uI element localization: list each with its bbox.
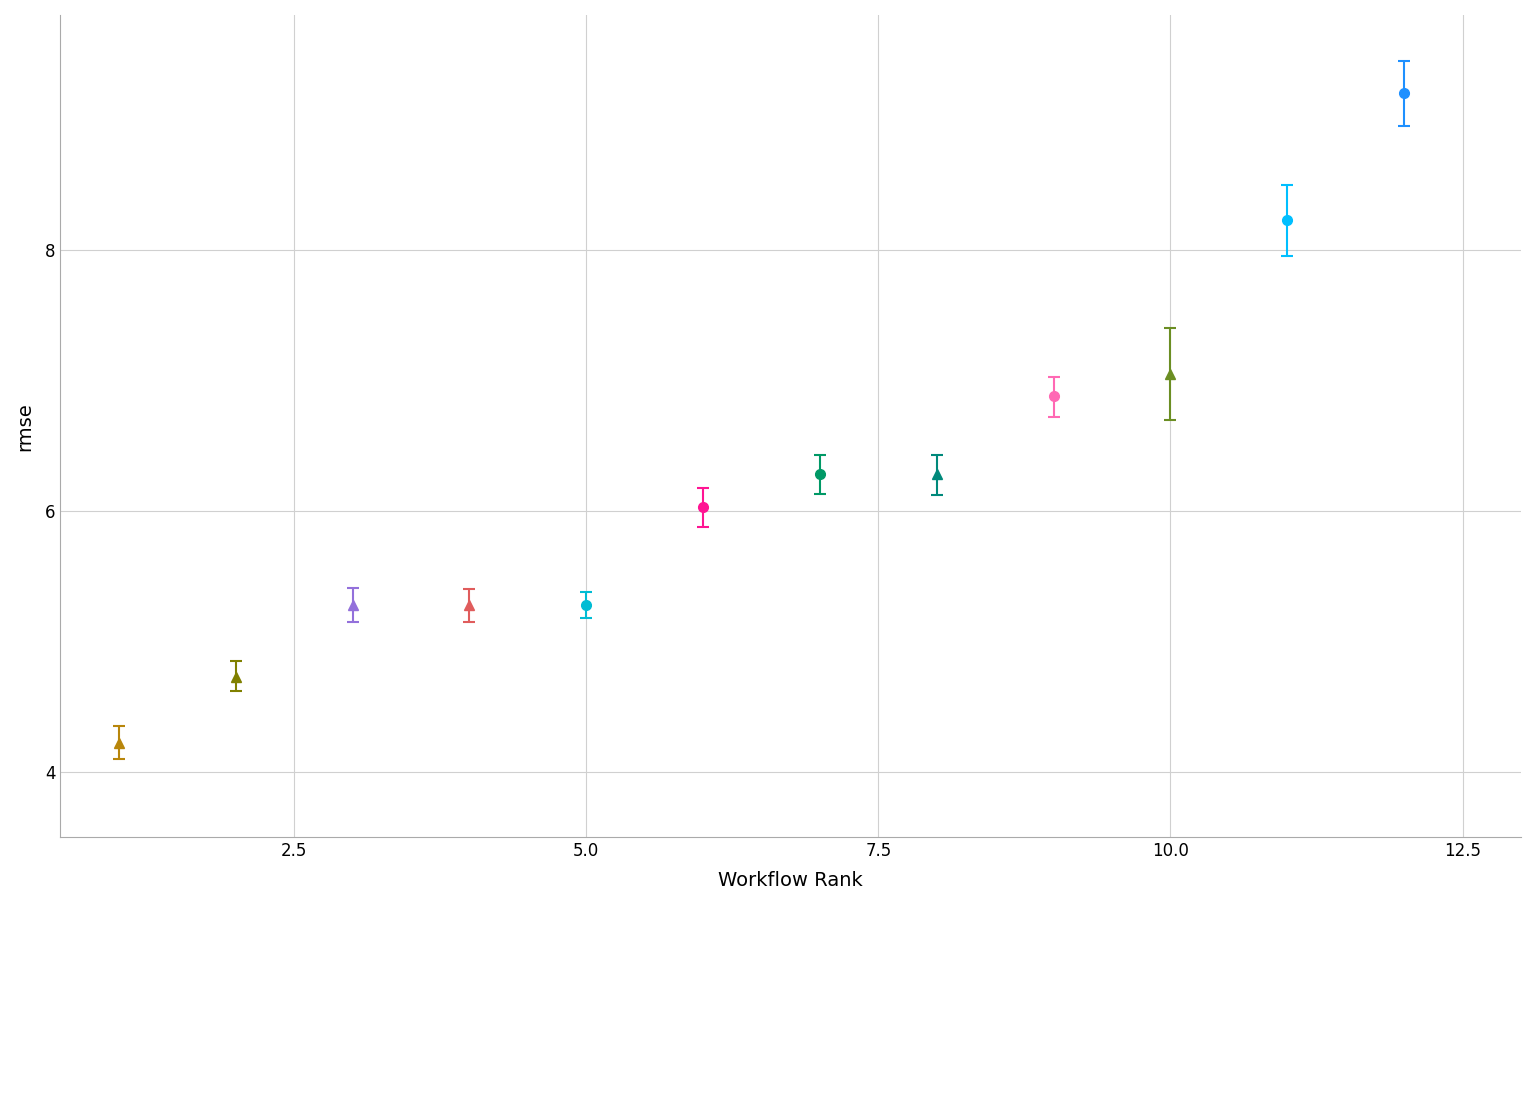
Y-axis label: rmse: rmse xyxy=(15,402,34,450)
X-axis label: Workflow Rank: Workflow Rank xyxy=(719,871,863,890)
